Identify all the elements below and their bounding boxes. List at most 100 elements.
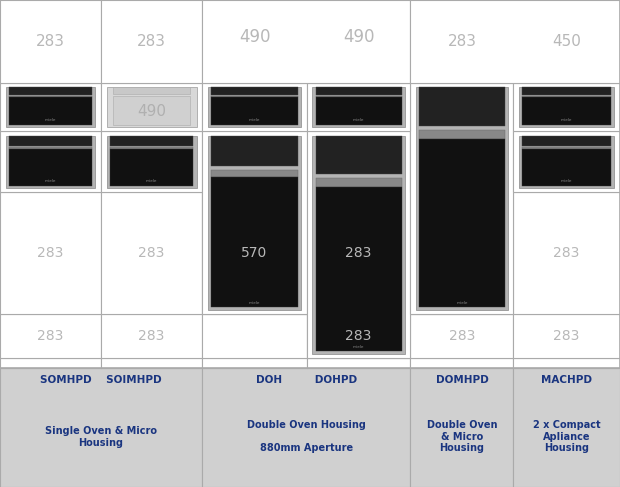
Text: miele: miele bbox=[353, 345, 365, 349]
Bar bbox=[9, 97, 92, 125]
Bar bbox=[410, 0, 620, 83]
Bar bbox=[101, 131, 202, 192]
Bar bbox=[101, 83, 202, 131]
Text: miele: miele bbox=[561, 179, 572, 183]
Text: Double Oven Housing

880mm Aperture: Double Oven Housing 880mm Aperture bbox=[247, 420, 366, 453]
Bar bbox=[410, 83, 513, 314]
Bar bbox=[410, 358, 513, 368]
Text: MACHPD: MACHPD bbox=[541, 375, 592, 385]
Text: Double Oven
& Micro
Housing: Double Oven & Micro Housing bbox=[427, 420, 497, 453]
Bar bbox=[0, 0, 101, 83]
Bar bbox=[410, 368, 513, 487]
Bar bbox=[419, 87, 505, 126]
Text: 490: 490 bbox=[343, 28, 374, 46]
Bar bbox=[6, 87, 95, 127]
Bar bbox=[316, 95, 402, 97]
Bar bbox=[522, 97, 611, 125]
Bar bbox=[101, 192, 202, 314]
Bar bbox=[9, 149, 92, 186]
Text: 283: 283 bbox=[554, 246, 580, 260]
Bar bbox=[307, 358, 410, 368]
Bar bbox=[9, 136, 92, 146]
Bar bbox=[316, 187, 402, 351]
Bar bbox=[307, 131, 410, 358]
Bar bbox=[208, 87, 301, 127]
Bar bbox=[522, 147, 611, 149]
Bar bbox=[316, 97, 402, 125]
Text: miele: miele bbox=[146, 179, 157, 183]
Bar bbox=[0, 192, 101, 314]
Bar bbox=[307, 314, 410, 358]
Bar bbox=[410, 192, 513, 314]
Bar bbox=[513, 192, 620, 314]
Bar bbox=[522, 87, 611, 95]
Bar bbox=[419, 131, 505, 139]
Bar bbox=[312, 87, 405, 127]
Bar bbox=[0, 358, 101, 368]
Bar bbox=[110, 149, 193, 186]
Text: 570: 570 bbox=[241, 246, 268, 260]
Bar bbox=[316, 178, 402, 187]
Text: 490: 490 bbox=[239, 28, 270, 46]
Bar bbox=[211, 97, 298, 125]
Bar bbox=[208, 136, 301, 310]
Bar bbox=[522, 149, 611, 186]
Bar bbox=[410, 83, 513, 192]
Bar bbox=[101, 358, 202, 368]
Text: Single Oven & Micro
Housing: Single Oven & Micro Housing bbox=[45, 426, 157, 448]
Bar bbox=[107, 136, 197, 188]
Text: 2 x Compact
Apliance
Housing: 2 x Compact Apliance Housing bbox=[533, 420, 601, 453]
Bar bbox=[410, 314, 513, 358]
Bar bbox=[513, 368, 620, 487]
Bar bbox=[202, 192, 307, 314]
Text: 283: 283 bbox=[138, 246, 165, 260]
Text: miele: miele bbox=[456, 301, 467, 305]
Bar bbox=[202, 131, 307, 314]
Text: 283: 283 bbox=[138, 329, 165, 343]
Bar bbox=[211, 177, 298, 307]
Bar bbox=[107, 87, 197, 127]
Bar bbox=[513, 131, 620, 192]
Text: 283: 283 bbox=[137, 34, 166, 49]
Bar bbox=[519, 136, 614, 188]
Bar bbox=[316, 136, 402, 174]
Bar bbox=[513, 358, 620, 368]
Text: 283: 283 bbox=[554, 329, 580, 343]
Bar bbox=[202, 314, 307, 358]
Text: DOMHPD: DOMHPD bbox=[435, 375, 489, 385]
Bar bbox=[519, 87, 614, 127]
Bar bbox=[312, 136, 405, 354]
Bar bbox=[101, 0, 202, 83]
Bar bbox=[0, 314, 101, 358]
Text: 490: 490 bbox=[137, 104, 166, 118]
Bar bbox=[307, 83, 410, 131]
Text: miele: miele bbox=[249, 118, 260, 122]
Text: 283: 283 bbox=[345, 329, 372, 343]
Bar bbox=[307, 192, 410, 314]
Bar bbox=[522, 136, 611, 146]
Text: 283: 283 bbox=[448, 34, 476, 49]
Bar bbox=[316, 87, 402, 95]
Text: 283: 283 bbox=[345, 246, 372, 260]
Text: DOH         DOHPD: DOH DOHPD bbox=[255, 375, 357, 385]
Text: 283: 283 bbox=[449, 329, 475, 343]
Bar bbox=[6, 136, 95, 188]
Bar bbox=[211, 170, 298, 177]
Bar bbox=[211, 136, 298, 166]
Bar bbox=[202, 0, 410, 83]
Text: 283: 283 bbox=[37, 329, 64, 343]
Bar bbox=[113, 96, 190, 125]
Bar bbox=[202, 358, 307, 368]
Bar bbox=[419, 139, 505, 307]
Bar bbox=[101, 314, 202, 358]
Bar bbox=[202, 368, 410, 487]
Bar bbox=[110, 147, 193, 149]
Bar bbox=[513, 83, 620, 131]
Bar bbox=[113, 87, 190, 94]
Bar bbox=[211, 95, 298, 97]
Text: miele: miele bbox=[249, 301, 260, 305]
Text: 283: 283 bbox=[36, 34, 65, 49]
Text: SOMHPD    SOIMHPD: SOMHPD SOIMHPD bbox=[40, 375, 162, 385]
Bar bbox=[0, 0, 620, 368]
Bar bbox=[9, 87, 92, 95]
